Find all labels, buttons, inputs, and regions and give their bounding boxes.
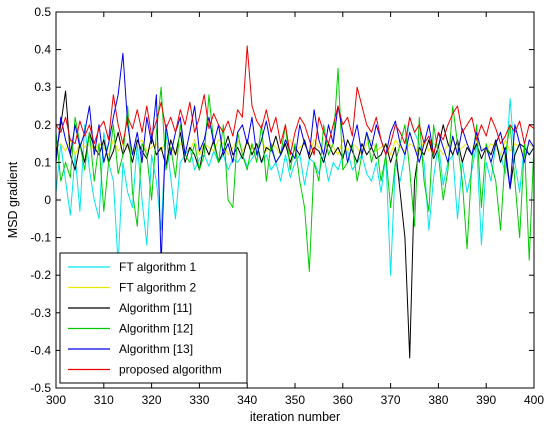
x-tick-label: 330 [189, 393, 209, 407]
y-tick-label: -0.3 [30, 306, 51, 320]
x-tick-label: 350 [285, 393, 305, 407]
x-tick-label: 400 [524, 393, 544, 407]
legend-entry-label: Algorithm [12] [119, 322, 193, 336]
legend: FT algorithm 1 FT algorithm 2 Algorithm [1… [59, 252, 248, 384]
series-line-3 [56, 67, 534, 272]
x-tick-label: 370 [381, 393, 401, 407]
y-tick-label: 0.2 [34, 118, 51, 132]
series-line-5 [56, 45, 534, 156]
x-tick-label: 320 [142, 393, 162, 407]
legend-entry-label: proposed algorithm [119, 363, 222, 377]
axes: 300 310 320 330 340 350 360 370 380 390 400 -0.5 -0.… [30, 5, 544, 407]
series-group [56, 45, 534, 359]
y-tick-label: -0.2 [30, 268, 51, 282]
legend-entry-label: FT algorithm 1 [119, 260, 196, 274]
legend-entry-label: Algorithm [11] [119, 301, 192, 315]
series-line-4 [56, 52, 534, 265]
legend-entry-label: Algorithm [13] [119, 342, 193, 356]
x-tick-label: 390 [476, 393, 496, 407]
x-tick-label: 310 [94, 393, 114, 407]
x-tick-label: 340 [237, 393, 257, 407]
y-tick-label: -0.4 [30, 343, 51, 357]
x-tick-label: 380 [428, 393, 448, 407]
y-tick-label: 0.5 [34, 5, 51, 19]
y-tick-label: 0.4 [34, 43, 51, 57]
y-tick-label: -0.1 [30, 231, 51, 245]
y-tick-label: 0.1 [34, 155, 51, 169]
series-line-0 [56, 97, 534, 276]
y-tick-label: -0.5 [30, 381, 51, 395]
legend-entry-label: FT algorithm 2 [119, 281, 196, 295]
x-axis-title: iteration number [250, 410, 340, 424]
x-tick-label: 300 [46, 393, 66, 407]
y-axis-title: MSD gradient [6, 161, 20, 238]
y-tick-label: 0.3 [34, 80, 51, 94]
legend-box [59, 252, 248, 384]
y-tick-label: 0 [44, 193, 51, 207]
x-tick-label: 360 [333, 393, 353, 407]
